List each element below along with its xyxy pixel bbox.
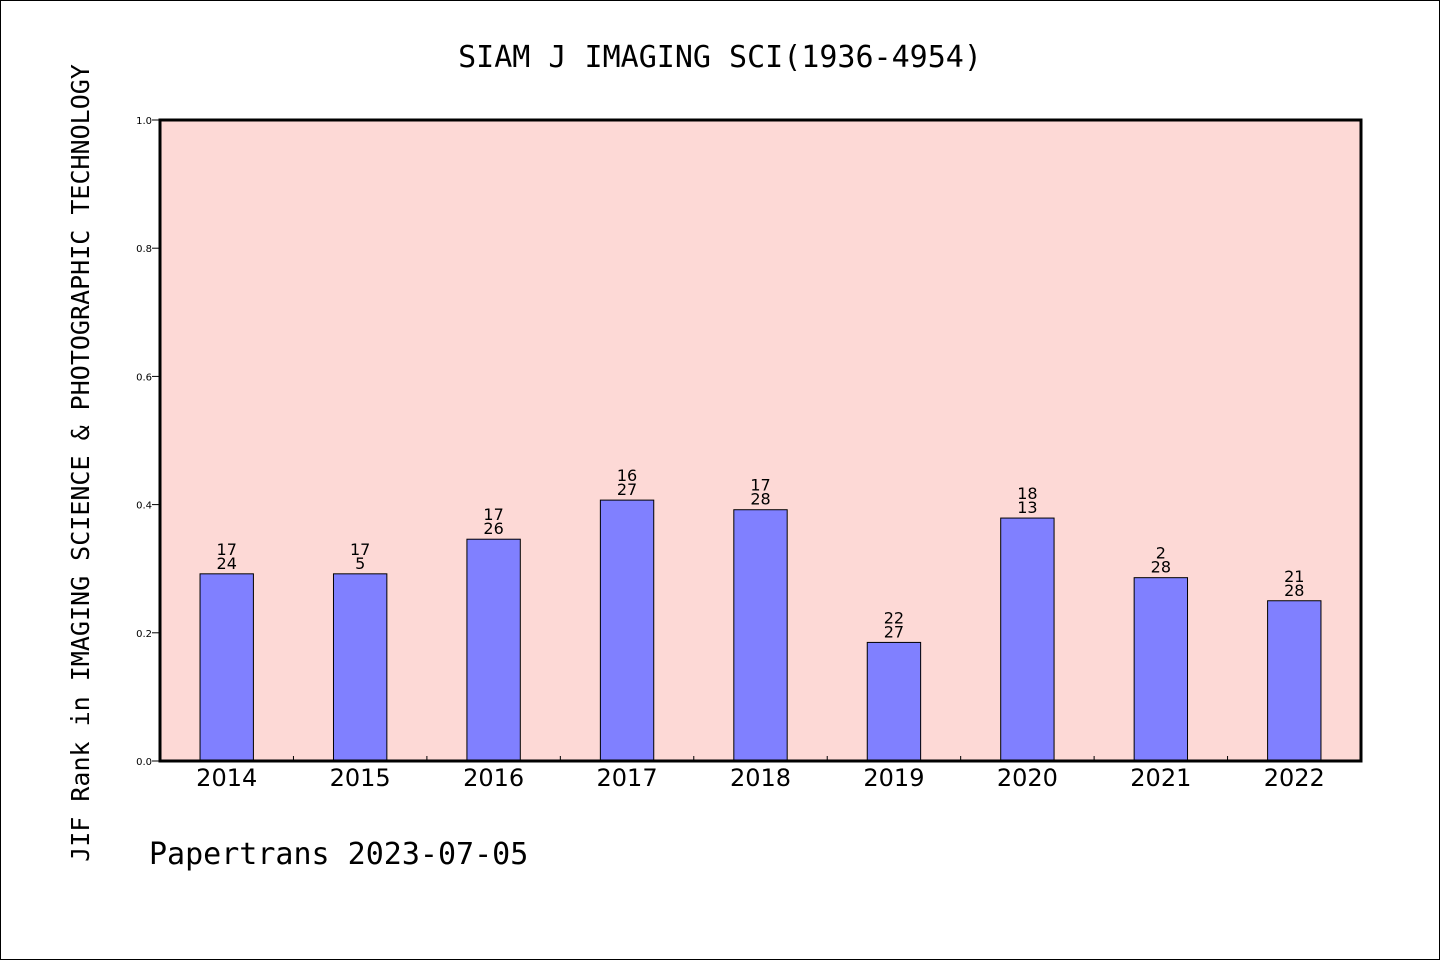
- bar-label-rank: 17: [350, 540, 370, 559]
- bar-2020: [1000, 517, 1055, 762]
- bar-label-rank: 22: [884, 608, 904, 627]
- x-tick-label: 2020: [997, 764, 1058, 792]
- x-tick-label: 2022: [1264, 764, 1325, 792]
- bar-label-total: 26: [483, 519, 503, 538]
- y-tick-label: 1.0: [136, 116, 152, 127]
- bar-label-rank: 17: [483, 505, 503, 524]
- bar-label-rank: 21: [1284, 567, 1304, 586]
- x-tick-label: 2014: [196, 764, 257, 792]
- x-tick-label: 2018: [730, 764, 791, 792]
- bar-label-total: 27: [884, 622, 904, 641]
- bar-label-rank: 17: [750, 476, 770, 495]
- y-tick-label: 0.6: [136, 372, 152, 383]
- plot-border: [158, 118, 1363, 763]
- bar-label-total: 27: [617, 480, 637, 499]
- bar-2018: [733, 509, 788, 762]
- bar-label-total: 28: [1151, 558, 1171, 577]
- bar-label-rank: 16: [617, 466, 637, 485]
- bar-2014: [199, 573, 254, 762]
- x-tick-label: 2016: [463, 764, 524, 792]
- y-tick-label: 0.4: [136, 501, 152, 512]
- bar-label-total: 13: [1017, 498, 1037, 517]
- bar-label-total: 24: [217, 554, 237, 573]
- chart-title: SIAM J IMAGING SCI(1936-4954): [458, 40, 982, 75]
- y-axis: 0.0 0.2 0.4 0.6 0.8 1.0: [136, 116, 160, 768]
- x-tick-label: 2021: [1130, 764, 1191, 792]
- bar-label-rank: 2: [1156, 544, 1166, 563]
- bars-group: [199, 499, 1322, 762]
- bar-2019: [866, 641, 922, 762]
- bar-2016: [466, 538, 521, 762]
- x-tick-label: 2019: [863, 764, 924, 792]
- bar-label-total: 28: [750, 490, 770, 509]
- bar-2015: [332, 573, 388, 762]
- y-tick-label: 0.8: [136, 244, 152, 255]
- x-axis: 2014 2015 2016 2017 2018 2019 2020 2021 2022: [196, 756, 1325, 792]
- bar-2021: [1133, 577, 1189, 762]
- x-tick-label: 2015: [330, 764, 391, 792]
- x-tick-label: 2017: [597, 764, 658, 792]
- bar-label-total: 5: [355, 554, 365, 573]
- bar-2017: [599, 499, 655, 762]
- bar-2022: [1267, 600, 1322, 762]
- footer-text: Papertrans 2023-07-05: [149, 837, 528, 872]
- bar-label-total: 28: [1284, 581, 1304, 600]
- y-axis-label: JIF Rank in IMAGING SCIENCE & PHOTOGRAPH…: [66, 64, 95, 862]
- bar-label-rank: 17: [217, 540, 237, 559]
- y-tick-label: 0.2: [136, 629, 152, 640]
- bar-label-rank: 18: [1017, 484, 1037, 503]
- y-tick-label: 0.0: [136, 757, 152, 768]
